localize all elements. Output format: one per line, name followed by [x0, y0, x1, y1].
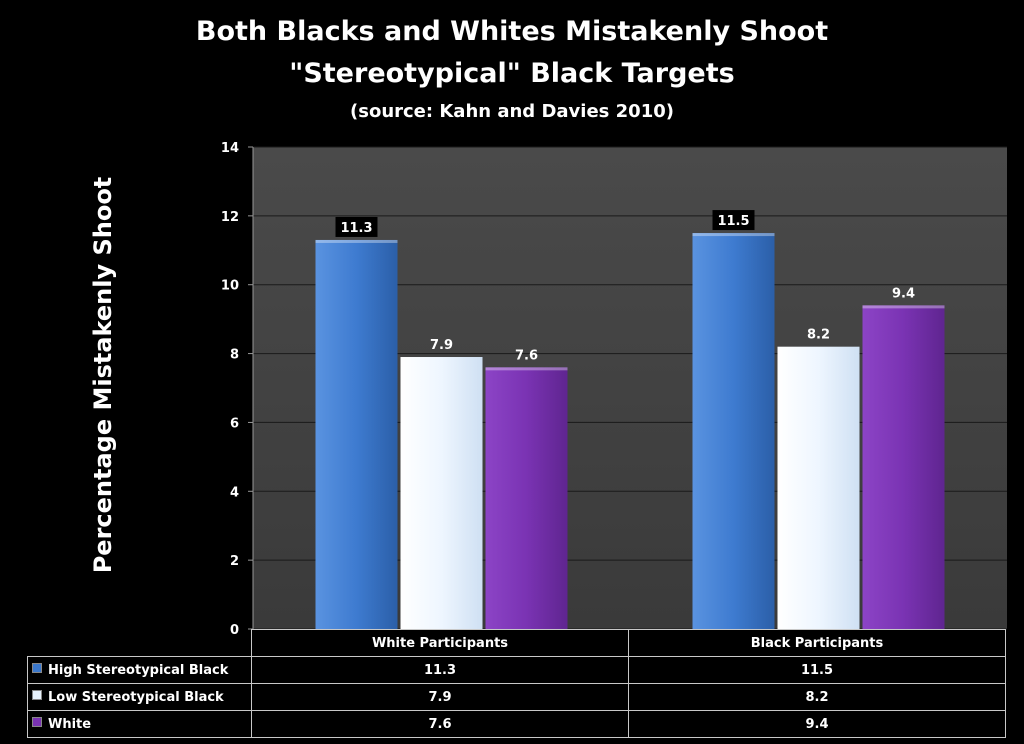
bar-highlight: [485, 367, 568, 371]
table-row: Low Stereotypical Black 7.9 8.2: [27, 683, 1006, 711]
legend-label-high: High Stereotypical Black: [48, 662, 229, 678]
data-label: 7.6: [515, 348, 538, 363]
legend-label-low: Low Stereotypical Black: [48, 689, 224, 705]
legend-key-white: [32, 716, 42, 727]
y-tick-label: 12: [221, 210, 239, 225]
y-tick-label: 14: [221, 141, 239, 156]
bar: [862, 305, 945, 629]
y-tick-label: 6: [230, 416, 239, 431]
data-label: 11.3: [340, 221, 372, 236]
data-label-box: [335, 216, 378, 237]
chart-subtitle: "Stereotypical" Black Targets: [289, 58, 735, 89]
table-row: High Stereotypical Black 11.3 11.5: [27, 656, 1006, 684]
data-table: White Participants Black Participants Hi…: [27, 629, 1006, 738]
table-cell: 11.3: [251, 656, 629, 684]
y-tick-label: 10: [221, 279, 239, 294]
legend-label-white: White: [48, 716, 92, 732]
table-cell: 9.4: [628, 710, 1006, 738]
data-label: 7.9: [430, 338, 453, 353]
table-row: White 7.6 9.4: [27, 710, 1006, 738]
data-label: 8.2: [807, 328, 830, 343]
category-header-black-participants: Black Participants: [628, 629, 1006, 657]
bar: [400, 357, 483, 629]
bar: [692, 233, 775, 630]
table-cell: 7.6: [251, 710, 629, 738]
table-cell: 8.2: [628, 683, 1006, 711]
y-tick-label: 4: [230, 485, 239, 500]
y-tick-label: 0: [230, 623, 239, 638]
legend-key-high: [32, 662, 42, 673]
y-tick-label: 2: [230, 554, 239, 569]
data-label-box: [712, 210, 755, 231]
chart-title: Both Blacks and Whites Mistakenly Shoot: [195, 16, 829, 47]
data-label: 9.4: [892, 286, 915, 301]
category-header-white-participants: White Participants: [251, 629, 629, 657]
data-label: 11.5: [717, 214, 749, 229]
table-cell: 7.9: [251, 683, 629, 711]
bar: [485, 367, 568, 629]
table-cell: 11.5: [628, 656, 1006, 684]
bar-highlight: [862, 305, 945, 309]
bar-highlight: [315, 239, 398, 243]
y-tick-label: 8: [230, 348, 239, 363]
chart-source: (source: Kahn and Davies 2010): [350, 101, 674, 122]
bar-highlight: [692, 233, 775, 237]
legend-key-low: [32, 689, 42, 700]
bar: [777, 346, 860, 629]
bar: [315, 239, 398, 629]
